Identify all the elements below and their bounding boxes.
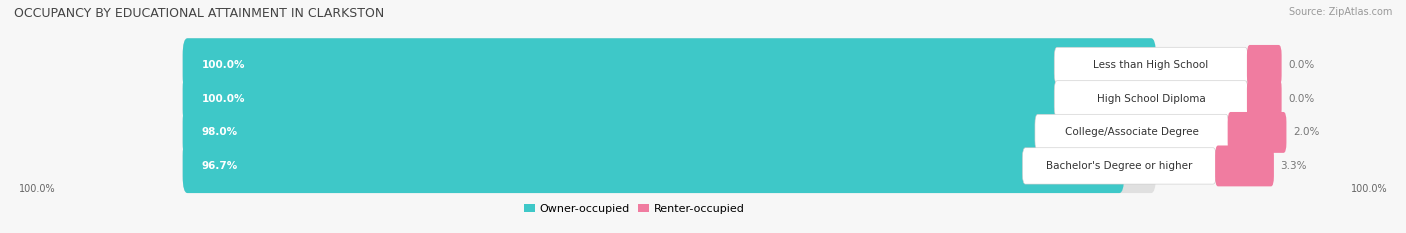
Text: 100.0%: 100.0% [1351, 184, 1388, 194]
FancyBboxPatch shape [1054, 81, 1249, 117]
Text: 0.0%: 0.0% [1288, 60, 1315, 70]
FancyBboxPatch shape [183, 105, 1136, 160]
FancyBboxPatch shape [183, 72, 1156, 126]
FancyBboxPatch shape [1227, 112, 1286, 153]
Legend: Owner-occupied, Renter-occupied: Owner-occupied, Renter-occupied [519, 199, 749, 218]
FancyBboxPatch shape [1035, 114, 1229, 151]
FancyBboxPatch shape [1054, 47, 1249, 84]
FancyBboxPatch shape [183, 38, 1156, 93]
Text: College/Associate Degree: College/Associate Degree [1064, 127, 1199, 137]
FancyBboxPatch shape [1247, 79, 1282, 119]
Text: 2.0%: 2.0% [1294, 127, 1320, 137]
FancyBboxPatch shape [183, 38, 1156, 93]
Text: 100.0%: 100.0% [202, 94, 246, 104]
FancyBboxPatch shape [1247, 45, 1282, 86]
FancyBboxPatch shape [183, 139, 1156, 193]
Text: Source: ZipAtlas.com: Source: ZipAtlas.com [1288, 7, 1392, 17]
Text: 96.7%: 96.7% [202, 161, 238, 171]
FancyBboxPatch shape [183, 139, 1123, 193]
Text: 3.3%: 3.3% [1281, 161, 1308, 171]
Text: OCCUPANCY BY EDUCATIONAL ATTAINMENT IN CLARKSTON: OCCUPANCY BY EDUCATIONAL ATTAINMENT IN C… [14, 7, 384, 20]
Text: Bachelor's Degree or higher: Bachelor's Degree or higher [1046, 161, 1192, 171]
FancyBboxPatch shape [1022, 148, 1216, 184]
Text: 100.0%: 100.0% [202, 60, 246, 70]
FancyBboxPatch shape [183, 72, 1156, 126]
Text: 100.0%: 100.0% [18, 184, 55, 194]
Text: 98.0%: 98.0% [202, 127, 238, 137]
Text: Less than High School: Less than High School [1094, 60, 1209, 70]
FancyBboxPatch shape [1215, 145, 1274, 186]
FancyBboxPatch shape [183, 105, 1156, 160]
Text: 0.0%: 0.0% [1288, 94, 1315, 104]
Text: High School Diploma: High School Diploma [1097, 94, 1205, 104]
